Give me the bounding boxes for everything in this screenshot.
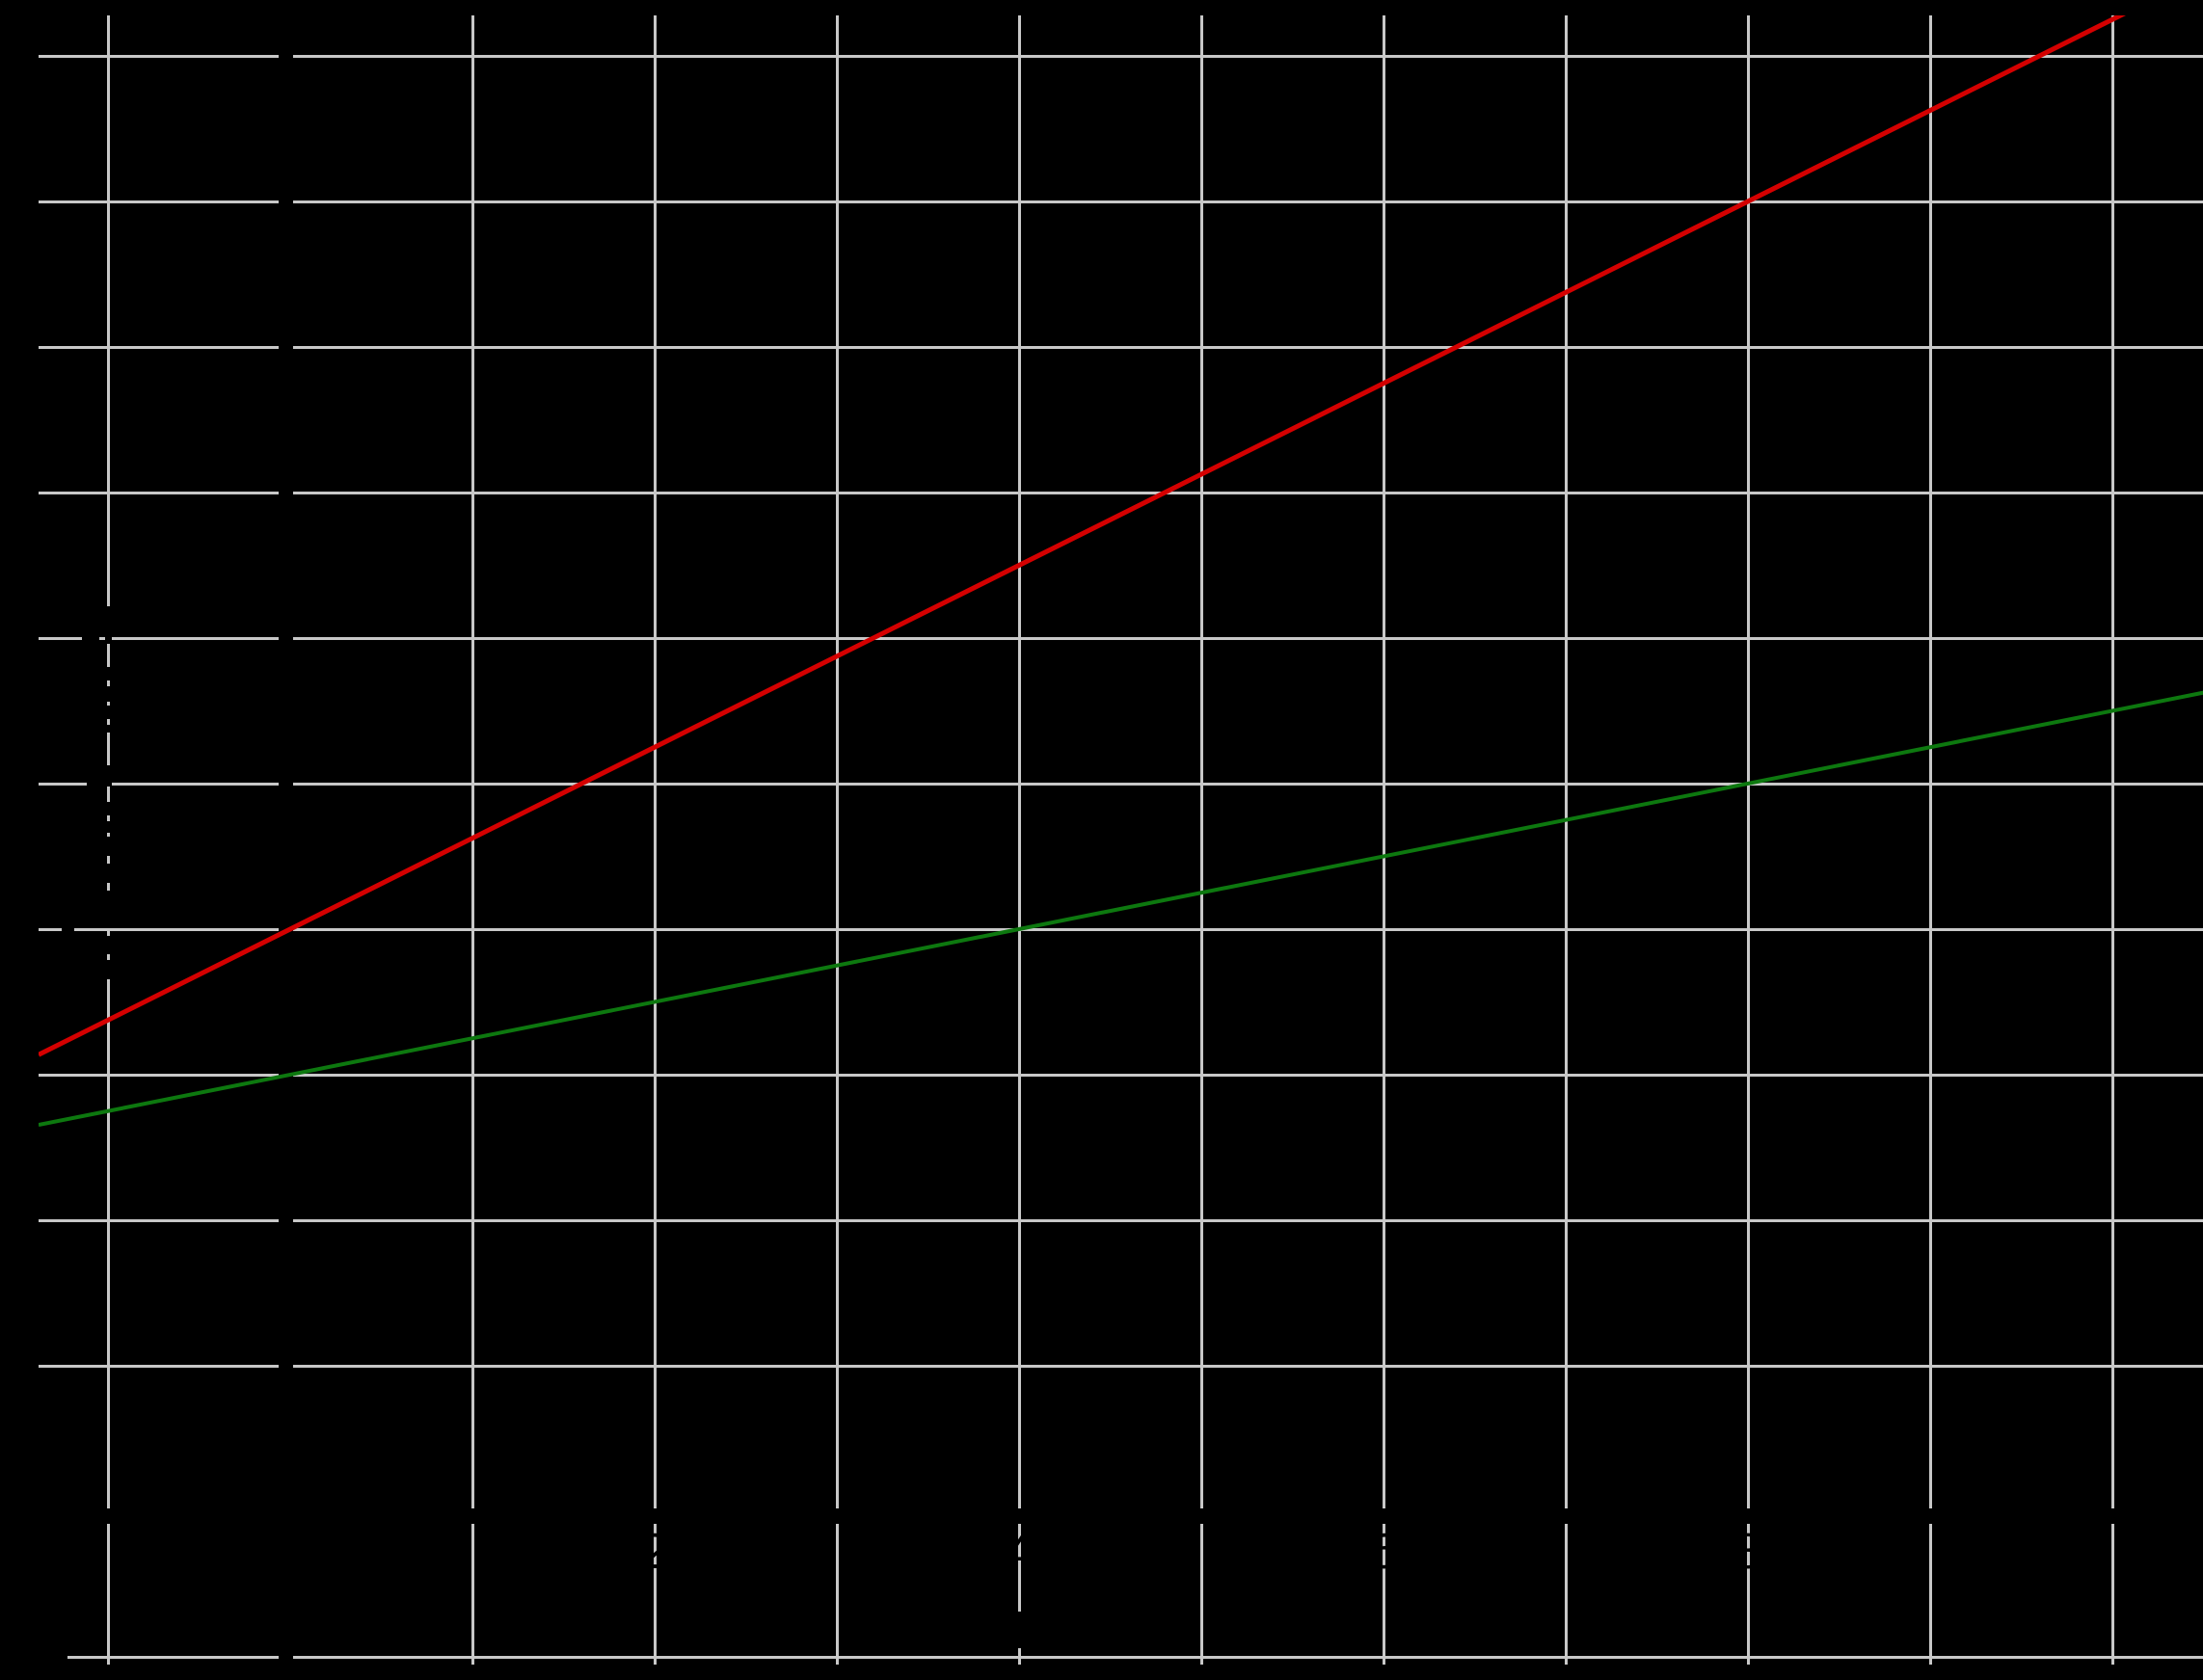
y-axis-tick-label: 10 bbox=[224, 57, 280, 113]
y-axis-tick bbox=[279, 635, 290, 641]
function-line-green-line bbox=[39, 690, 2203, 1128]
grid-line-vertical bbox=[1382, 15, 1385, 1665]
chart-canvas: 2 4 6 8 10 2 4 6 8 10 bbox=[39, 15, 2203, 1665]
grid-line-horizontal bbox=[39, 491, 2203, 494]
y-axis-tick bbox=[279, 926, 290, 932]
grid-line-horizontal bbox=[39, 345, 2203, 349]
y-axis-tick-label: 6 bbox=[252, 639, 280, 695]
x-axis-tick bbox=[2109, 1508, 2115, 1524]
x-axis-tick bbox=[1745, 1508, 1751, 1524]
axis-title-text-remnant bbox=[82, 635, 99, 642]
grid-line-vertical bbox=[1017, 15, 1021, 1665]
axis-title-text-remnant bbox=[105, 936, 112, 954]
y-axis-tick bbox=[279, 490, 290, 495]
x-axis-line bbox=[39, 1508, 2203, 1514]
axis-title-text-remnant bbox=[62, 926, 74, 933]
grid-line-horizontal bbox=[39, 636, 2203, 640]
y-axis-tick bbox=[279, 199, 290, 204]
x-axis-tick bbox=[287, 1508, 293, 1524]
y-axis-line bbox=[287, 15, 293, 1665]
x-axis-tick bbox=[834, 1508, 840, 1524]
y-axis-tick bbox=[279, 1508, 290, 1514]
grid-line-horizontal bbox=[39, 782, 2203, 786]
grid-line-horizontal bbox=[39, 200, 2203, 203]
y-axis-tick bbox=[279, 1363, 290, 1369]
axis-title-text-remnant bbox=[105, 667, 112, 680]
axis-title-text-remnant bbox=[105, 891, 112, 928]
grid-line-horizontal bbox=[39, 1073, 2203, 1077]
x-axis-tick bbox=[1016, 1508, 1022, 1524]
axis-title-text-remnant bbox=[105, 706, 112, 719]
grid-line-vertical bbox=[2110, 15, 2114, 1665]
axis-title-text-remnant bbox=[105, 725, 112, 733]
axis-title-text-remnant bbox=[105, 837, 112, 856]
y-axis-tick bbox=[279, 344, 290, 350]
x-axis-tick bbox=[1563, 1508, 1569, 1524]
axis-title-text-remnant bbox=[105, 606, 112, 644]
grid-line-vertical bbox=[1928, 15, 1932, 1665]
y-axis-tick-label: 8 bbox=[252, 348, 280, 404]
y-axis-tick bbox=[279, 781, 290, 787]
y-axis-tick-label: 2 bbox=[252, 1221, 280, 1277]
axis-title-text-remnant bbox=[105, 960, 112, 979]
grid-line-horizontal bbox=[39, 1218, 2203, 1222]
grid-line-vertical bbox=[653, 15, 657, 1665]
x-axis-tick bbox=[1198, 1508, 1204, 1524]
grid-line-horizontal bbox=[39, 927, 2203, 931]
x-axis-tick-label: 6 bbox=[1369, 1524, 1398, 1580]
x-axis-tick-label: 2 bbox=[640, 1524, 669, 1580]
x-axis-tick bbox=[652, 1508, 658, 1524]
axis-title-text-remnant bbox=[105, 802, 112, 815]
x-axis-tick-label: 8 bbox=[1733, 1524, 1762, 1580]
grid-line-vertical bbox=[835, 15, 839, 1665]
axis-title-text-remnant bbox=[105, 821, 112, 833]
grid-line-vertical bbox=[1199, 15, 1203, 1665]
axis-title-text-remnant bbox=[87, 780, 106, 787]
x-axis-tick bbox=[470, 1508, 475, 1524]
grid-line-horizontal bbox=[39, 54, 2203, 58]
function-lines-layer bbox=[39, 15, 2203, 1128]
grid-line-vertical bbox=[1746, 15, 1750, 1665]
axis-title-text-remnant bbox=[105, 686, 112, 702]
x-axis-tick-label: 10 bbox=[2084, 1524, 2140, 1580]
axis-title-text-remnant bbox=[105, 864, 112, 883]
grid-line-vertical bbox=[1564, 15, 1568, 1665]
function-line-red-line bbox=[39, 15, 2127, 1057]
axis-title-text-remnant bbox=[105, 765, 112, 787]
x-axis-tick bbox=[1927, 1508, 1933, 1524]
grid-line-horizontal bbox=[39, 1364, 2203, 1368]
x-axis-tick bbox=[1381, 1508, 1386, 1524]
x-axis-tick bbox=[105, 1508, 111, 1524]
y-axis-tick bbox=[279, 1217, 290, 1223]
x-axis-tick-label: 4 bbox=[1005, 1524, 1034, 1580]
y-axis-tick bbox=[279, 53, 290, 59]
axis-title-text-remnant bbox=[1014, 1612, 1025, 1648]
